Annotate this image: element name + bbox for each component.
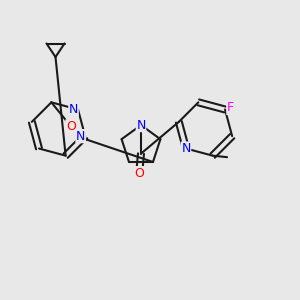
Text: N: N [69,103,78,116]
Text: O: O [66,120,76,133]
Text: F: F [227,101,234,115]
Text: N: N [136,118,146,132]
Text: N: N [181,142,191,155]
Text: O: O [135,167,144,180]
Text: N: N [76,130,85,142]
